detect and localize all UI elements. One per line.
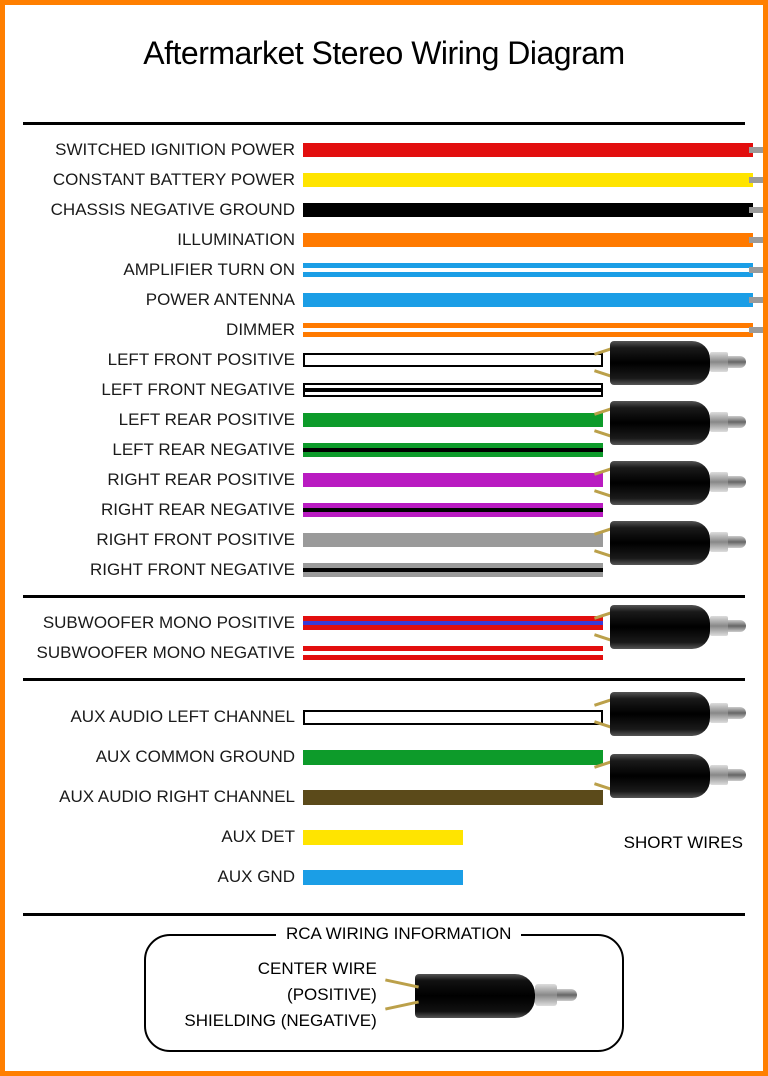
wire-label: LEFT FRONT POSITIVE (5, 350, 303, 370)
wire-label: ILLUMINATION (5, 230, 303, 250)
wire-label: AUX DET (5, 827, 303, 847)
power-wires-section: SWITCHED IGNITION POWER CONSTANT BATTERY … (5, 125, 763, 595)
wire-bar (303, 750, 603, 765)
wire-label: AUX AUDIO RIGHT CHANNEL (5, 787, 303, 807)
rca-connector-icon (610, 520, 755, 566)
short-wires-label: SHORT WIRES (624, 833, 743, 853)
wire-label: AMPLIFIER TURN ON (5, 260, 303, 280)
aux-section: AUX AUDIO LEFT CHANNEL AUX COMMON GROUND A… (5, 681, 763, 913)
wire-label: SUBWOOFER MONO NEGATIVE (5, 643, 303, 663)
rca-connector-icon (610, 604, 755, 650)
wire-label: RIGHT REAR POSITIVE (5, 470, 303, 490)
rca-connector-icon (610, 753, 755, 799)
wire-label: LEFT REAR NEGATIVE (5, 440, 303, 460)
wire-label: RIGHT REAR NEGATIVE (5, 500, 303, 520)
wire-label: DIMMER (5, 320, 303, 340)
page-title: Aftermarket Stereo Wiring Diagram (5, 5, 763, 122)
wire-label: RIGHT FRONT NEGATIVE (5, 560, 303, 580)
wire-label: LEFT FRONT NEGATIVE (5, 380, 303, 400)
wire-label: POWER ANTENNA (5, 290, 303, 310)
wire-bar (303, 870, 463, 885)
wire-label: CONSTANT BATTERY POWER (5, 170, 303, 190)
rca-connector-icon (610, 340, 755, 386)
wire-bar (303, 830, 463, 845)
wire-row: AUX GND (5, 857, 763, 897)
wire-label: SUBWOOFER MONO POSITIVE (5, 613, 303, 633)
wire-row: CONSTANT BATTERY POWER (5, 165, 763, 195)
wire-row: AMPLIFIER TURN ON (5, 255, 763, 285)
divider (23, 913, 745, 916)
rca-center-wire-label: CENTER WIRE (POSITIVE) (166, 956, 377, 1008)
wire-label: AUX AUDIO LEFT CHANNEL (5, 707, 303, 727)
subwoofer-section: SUBWOOFER MONO POSITIVE SUBWOOFER MONO NE… (5, 598, 763, 678)
wire-label: SWITCHED IGNITION POWER (5, 140, 303, 160)
wire-label: CHASSIS NEGATIVE GROUND (5, 200, 303, 220)
wire-row: CHASSIS NEGATIVE GROUND (5, 195, 763, 225)
rca-connector-icon (610, 460, 755, 506)
wire-label: AUX GND (5, 867, 303, 887)
rca-info-labels: CENTER WIRE (POSITIVE) SHIELDING (NEGATI… (166, 956, 377, 1034)
wire-bar (303, 790, 603, 805)
rca-connector-icon (610, 400, 755, 446)
diagram-container: Aftermarket Stereo Wiring Diagram SWITCH… (0, 0, 768, 1076)
wire-row: ILLUMINATION (5, 225, 763, 255)
rca-connector-icon (385, 970, 602, 1020)
wire-label: RIGHT FRONT POSITIVE (5, 530, 303, 550)
rca-info-title: RCA WIRING INFORMATION (276, 924, 521, 944)
wire-label: LEFT REAR POSITIVE (5, 410, 303, 430)
wire-label: AUX COMMON GROUND (5, 747, 303, 767)
wire-bar (303, 710, 603, 725)
rca-shielding-label: SHIELDING (NEGATIVE) (166, 1008, 377, 1034)
rca-info-box: RCA WIRING INFORMATION CENTER WIRE (POSI… (144, 934, 624, 1052)
rca-connector-icon (610, 691, 755, 737)
wire-row: POWER ANTENNA (5, 285, 763, 315)
wire-row: SWITCHED IGNITION POWER (5, 135, 763, 165)
